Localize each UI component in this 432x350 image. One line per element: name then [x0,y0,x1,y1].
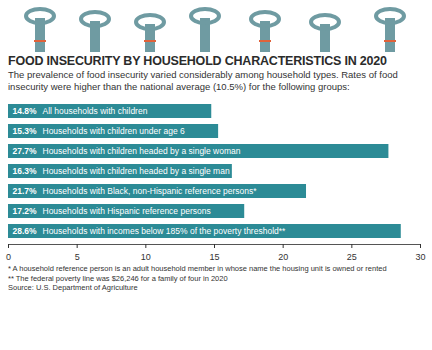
svg-text:Households with children heade: Households with children headed by a sin… [43,166,230,176]
svg-text:10: 10 [141,252,151,262]
svg-text:0: 0 [6,252,11,262]
svg-text:5: 5 [75,252,80,262]
svg-text:15: 15 [209,252,219,262]
svg-text:Households with Black, non-His: Households with Black, non-Hispanic refe… [43,186,258,196]
svg-text:15.3%: 15.3% [13,126,38,136]
svg-text:Households with children under: Households with children under age 6 [43,126,186,136]
html-text:* A household reference person: * A household reference person is an adu… [8,264,387,273]
html-text:FOOD INSECURITY BY HOUSEHOLD C: FOOD INSECURITY BY HOUSEHOLD CHARACTERIS… [8,54,387,68]
svg-text:14.8%: 14.8% [13,106,38,116]
svg-text:30: 30 [415,252,425,262]
svg-text:28.6%: 28.6% [13,226,38,236]
svg-text:All households with children: All households with children [43,106,148,116]
svg-text:16.3%: 16.3% [13,166,38,176]
html-text:The prevalence of food insecur: The prevalence of food insecurity varied… [8,69,398,92]
svg-text:21.7%: 21.7% [13,186,38,196]
html-text:** The federal poverty line wa: ** The federal poverty line was $26,246 … [8,273,228,283]
svg-text:17.2%: 17.2% [13,206,38,216]
svg-text:Households with children heade: Households with children headed by a sin… [43,146,241,156]
svg-text:20: 20 [278,252,288,262]
svg-text:Households with Hispanic refer: Households with Hispanic reference perso… [43,206,211,216]
html-text:Source: U.S. Department of Agr: Source: U.S. Department of Agriculture [8,283,138,292]
svg-text:25: 25 [347,252,357,262]
svg-text:Households with incomes below: Households with incomes below 185% of th… [43,226,287,236]
svg-text:27.7%: 27.7% [13,146,38,156]
